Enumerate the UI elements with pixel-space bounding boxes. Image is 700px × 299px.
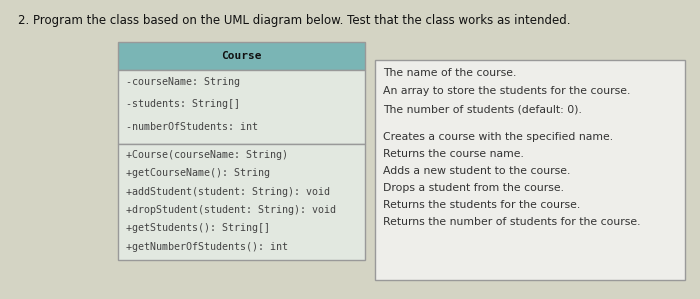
Text: +addStudent(student: String): void: +addStudent(student: String): void — [126, 187, 330, 197]
Text: Course: Course — [221, 51, 262, 61]
Bar — [118, 70, 365, 144]
Bar — [118, 144, 365, 260]
Text: Returns the number of students for the course.: Returns the number of students for the c… — [383, 217, 640, 227]
Text: Creates a course with the specified name.: Creates a course with the specified name… — [383, 132, 613, 142]
Text: -numberOfStudents: int: -numberOfStudents: int — [126, 122, 258, 132]
Text: 2. Program the class based on the UML diagram below. Test that the class works a: 2. Program the class based on the UML di… — [18, 14, 570, 27]
Text: -courseName: String: -courseName: String — [126, 77, 240, 87]
Bar — [375, 60, 685, 280]
Text: The number of students (default: 0).: The number of students (default: 0). — [383, 104, 582, 114]
Text: +getCourseName(): String: +getCourseName(): String — [126, 168, 270, 178]
Text: +getStudents(): String[]: +getStudents(): String[] — [126, 223, 270, 233]
Text: Returns the students for the course.: Returns the students for the course. — [383, 200, 580, 210]
Bar — [118, 42, 365, 70]
Text: Drops a student from the course.: Drops a student from the course. — [383, 183, 564, 193]
Text: An array to store the students for the course.: An array to store the students for the c… — [383, 86, 631, 96]
Text: +getNumberOfStudents(): int: +getNumberOfStudents(): int — [126, 242, 288, 252]
Text: +dropStudent(student: String): void: +dropStudent(student: String): void — [126, 205, 336, 215]
Text: Returns the course name.: Returns the course name. — [383, 149, 524, 159]
Text: The name of the course.: The name of the course. — [383, 68, 517, 78]
Text: Adds a new student to the course.: Adds a new student to the course. — [383, 166, 570, 176]
Text: -students: String[]: -students: String[] — [126, 99, 240, 109]
Text: +Course(courseName: String): +Course(courseName: String) — [126, 150, 288, 160]
